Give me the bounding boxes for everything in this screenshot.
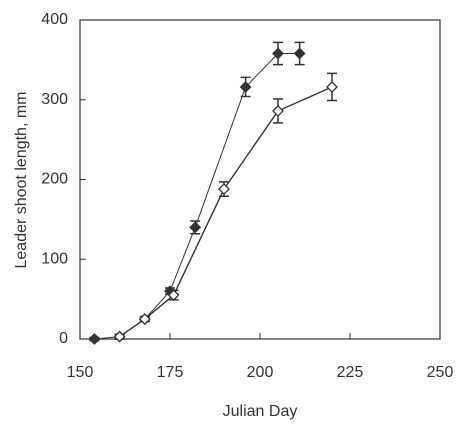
marker	[167, 289, 180, 302]
x-axis-title: Julian Day	[223, 403, 298, 420]
marker	[113, 330, 126, 343]
y-tick-label: 400	[41, 11, 68, 28]
x-tick-label: 250	[427, 364, 454, 381]
marker	[272, 104, 284, 117]
marker	[88, 333, 101, 345]
marker	[293, 47, 306, 60]
marker	[239, 81, 252, 93]
y-tick-label: 200	[41, 171, 68, 188]
y-tick-label: 0	[59, 330, 68, 347]
marker	[138, 313, 151, 325]
marker	[272, 47, 284, 60]
y-axis-title: Leader shoot length, mm	[13, 92, 30, 269]
marker	[189, 221, 202, 234]
y-tick-label: 100	[41, 250, 68, 267]
x-tick-label: 150	[67, 364, 94, 381]
plot-frame	[79, 19, 441, 340]
x-tick-label: 200	[247, 364, 274, 381]
series-line	[119, 86, 333, 338]
x-tick-label: 175	[157, 364, 184, 381]
marker	[218, 183, 230, 195]
x-tick-label: 225	[337, 364, 364, 381]
y-tick-label: 300	[41, 91, 68, 108]
marker	[326, 81, 338, 93]
series-line	[94, 52, 300, 340]
